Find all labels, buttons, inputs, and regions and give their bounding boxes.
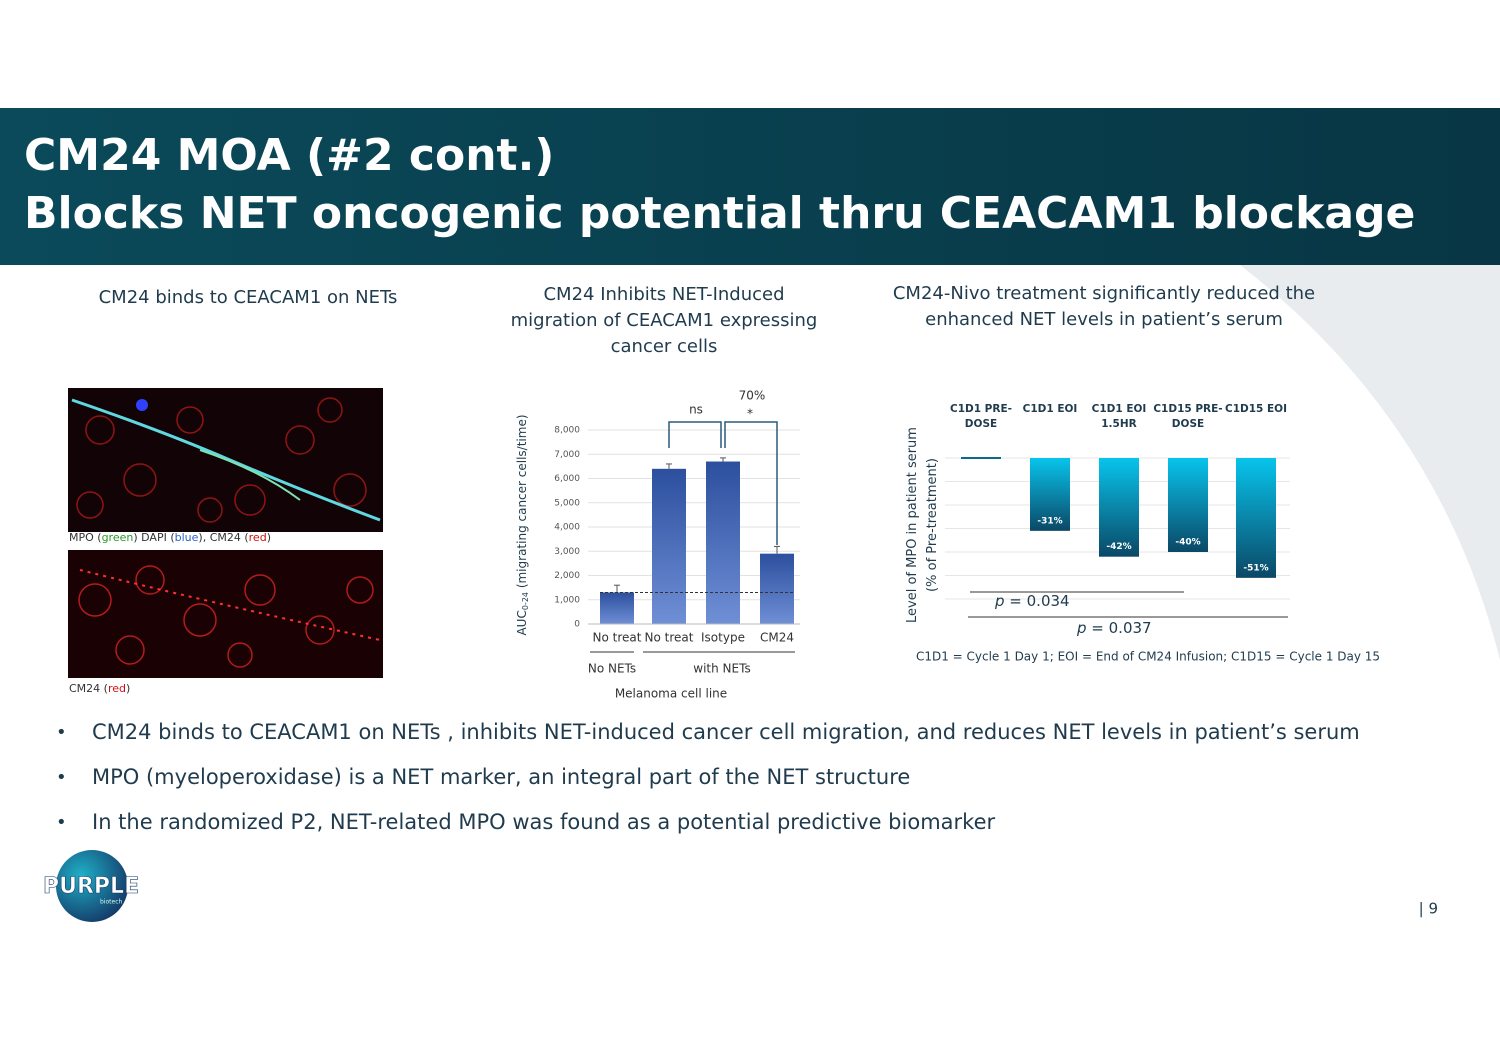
category-line: C1D15 PRE- [1153, 403, 1222, 415]
category-line: C1D1 EOI [1023, 403, 1078, 415]
bar [1099, 458, 1139, 557]
y-tick-label: 4,000 [554, 523, 580, 533]
bullets: • CM24 binds to CEACAM1 on NETs , inhibi… [56, 720, 1360, 834]
category-line: C1D1 PRE- [950, 403, 1012, 415]
panel-heading: CM24 Inhibits NET-Induced [543, 284, 784, 305]
micrograph [68, 550, 383, 678]
panel-heading: cancer cells [611, 336, 718, 357]
annotation: 70% [739, 389, 766, 403]
bullet-text: In the randomized P2, NET-related MPO wa… [92, 810, 995, 834]
title: CM24 MOA (#2 cont.) [24, 130, 554, 181]
category-line: DOSE [1172, 418, 1204, 430]
y-label-part: (migrating cancer cells/time) [515, 414, 529, 592]
caption-part: red [249, 531, 267, 544]
page-number: | 9 [1419, 900, 1438, 918]
caption-part: ) [126, 682, 130, 695]
caption-part: ) DAPI ( [133, 531, 174, 544]
caption-part: CM24 ( [69, 682, 108, 695]
p-value: p = 0.034 [994, 592, 1070, 610]
x-tick-label: C1D1 EOI [1023, 403, 1078, 415]
bar [600, 592, 634, 624]
bullet-text: MPO (myeloperoxidase) is a NET marker, a… [92, 765, 910, 789]
annotation: ns [689, 403, 703, 417]
x-tick-label: C1D15 EOI [1225, 403, 1287, 415]
bullet-dot: • [56, 722, 67, 743]
value-label: -31% [1037, 516, 1062, 526]
bullet-text: CM24 binds to CEACAM1 on NETs , inhibits… [92, 720, 1360, 744]
logo-sub: biotech [100, 899, 122, 906]
y-tick-label: 8,000 [554, 426, 580, 436]
y-tick-label: 1,000 [554, 595, 580, 605]
y-tick-label: 2,000 [554, 571, 580, 581]
category-line: 1.5HR [1101, 418, 1136, 430]
value-label: -40% [1175, 538, 1200, 548]
header-band [0, 108, 1500, 265]
bar [961, 457, 1001, 459]
p-text: = 0.034 [1005, 592, 1070, 610]
x-tick-label: CM24 [760, 631, 794, 645]
y-label-part: 0-24 [521, 592, 530, 610]
x-tick-label: C1D1 PRE- DOSE [950, 403, 1012, 430]
y-tick-label: 5,000 [554, 498, 580, 508]
x-tick-label: C1D1 EOI 1.5HR [1092, 403, 1147, 430]
caption-part: blue [175, 531, 199, 544]
category-line: DOSE [965, 418, 997, 430]
chart-mpo: C1D1 PRE- DOSE -31% C1D1 EOI -42% C1D1 EOI 1.5… [905, 403, 1381, 664]
y-label-part: AUC [515, 610, 529, 635]
caption-part: ), CM24 ( [198, 531, 248, 544]
p-value: p = 0.037 [1076, 619, 1152, 637]
footnote: C1D1 = Cycle 1 Day 1; EOI = End of CM24 … [916, 650, 1380, 664]
p-text: = 0.037 [1087, 619, 1152, 637]
logo-text: PURPLE [43, 874, 139, 899]
caption-part: red [108, 682, 126, 695]
value-label: -51% [1243, 563, 1268, 573]
bracket [668, 421, 722, 448]
x-axis-label: Melanoma cell line [615, 687, 727, 701]
chart-migration: 0 1,000 2,000 3,000 4,000 5,000 6,000 7,000 8,00… [515, 389, 800, 701]
x-tick-label: No treat [645, 631, 694, 645]
caption: CM24 (red) [69, 682, 130, 695]
value-label: -42% [1106, 542, 1131, 552]
panel-heading: migration of CEACAM1 expressing [511, 310, 818, 331]
x-tick-label: C1D15 PRE- DOSE [1153, 403, 1222, 430]
swoosh [1240, 265, 1500, 660]
annotation: * [747, 407, 753, 421]
y-tick-label: 3,000 [554, 547, 580, 557]
caption: MPO (green) DAPI (blue), CM24 (red) [69, 531, 271, 544]
x-tick-label: Isotype [701, 631, 745, 645]
panel-heading: CM24-Nivo treatment significantly reduce… [893, 283, 1315, 304]
y-label-line: Level of MPO in patient serum [905, 427, 920, 623]
title: Blocks NET oncogenic potential thru CEAC… [24, 188, 1415, 239]
y-axis-label: Level of MPO in patient serum (% of Pre-t… [905, 427, 940, 623]
logo-mark [56, 850, 128, 922]
bar [1030, 458, 1070, 531]
bar [652, 468, 686, 624]
group-label: with NETs [693, 662, 750, 676]
caption-part: MPO ( [69, 531, 102, 544]
bar [706, 461, 740, 624]
caption-part: green [102, 531, 134, 544]
group-label: No NETs [588, 662, 636, 676]
bar [760, 553, 794, 624]
p-symbol: p [994, 592, 1005, 610]
p-symbol: p [1076, 619, 1087, 637]
panel-heading: CM24 binds to CEACAM1 on NETs [99, 287, 398, 308]
x-tick-label: No treat [593, 631, 642, 645]
bracket [724, 421, 778, 545]
category-line: C1D15 EOI [1225, 403, 1287, 415]
panel-heading: enhanced NET levels in patient’s serum [925, 309, 1283, 330]
bar [1236, 458, 1276, 578]
y-label-line: (% of Pre-treatment) [925, 458, 940, 592]
bar [1168, 458, 1208, 552]
micrograph [68, 388, 383, 532]
bullet-dot: • [56, 812, 67, 833]
y-tick-label: 0 [574, 620, 580, 630]
bullet-dot: • [56, 767, 67, 788]
y-tick-label: 6,000 [554, 474, 580, 484]
category-line: C1D1 EOI [1092, 403, 1147, 415]
caption-part: ) [267, 531, 271, 544]
y-axis-label: AUC0-24 (migrating cancer cells/time) [515, 414, 530, 635]
y-tick-label: 7,000 [554, 450, 580, 460]
